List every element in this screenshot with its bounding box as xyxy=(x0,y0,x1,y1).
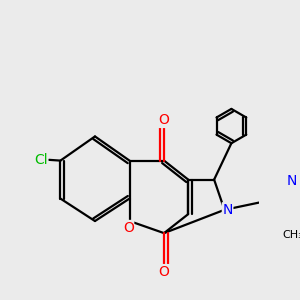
Text: O: O xyxy=(123,220,134,235)
Text: CH₃: CH₃ xyxy=(283,230,300,240)
Text: N: N xyxy=(222,203,233,217)
Text: N: N xyxy=(286,174,297,188)
Text: O: O xyxy=(159,265,170,279)
Text: Cl: Cl xyxy=(34,153,48,167)
Text: O: O xyxy=(159,113,170,128)
